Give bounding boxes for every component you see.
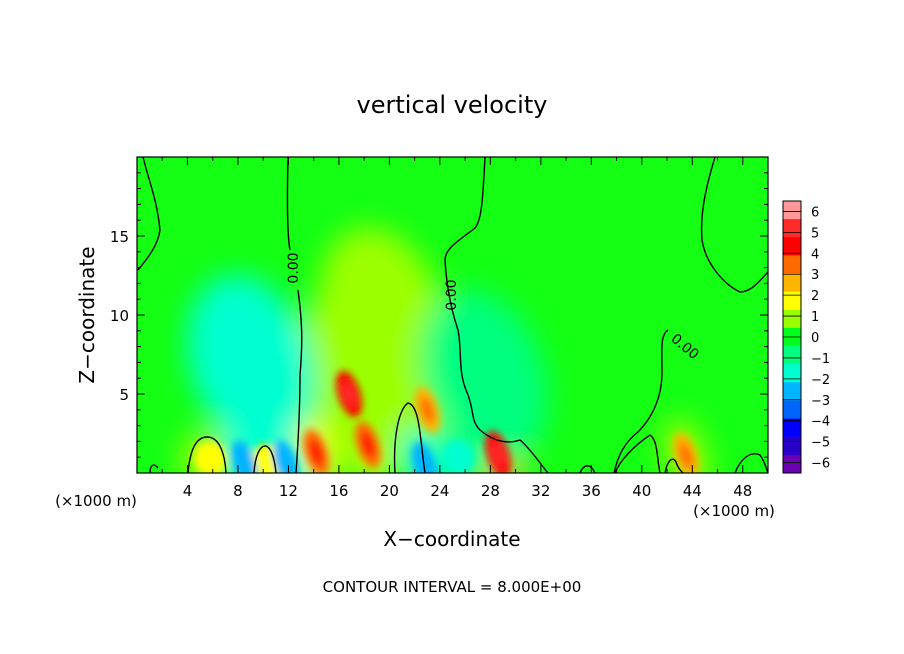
- x-tick-label: 48: [733, 482, 752, 500]
- colorbar-swatch: [783, 454, 801, 474]
- contour-label-2: 0.00: [444, 279, 460, 310]
- y-axis-ticks: 5 10 15: [110, 172, 768, 458]
- field-feature-core: [309, 439, 323, 466]
- colorbar-label: −4: [811, 415, 830, 430]
- field-feature: [231, 440, 258, 473]
- contour-line-e: [187, 436, 227, 473]
- colorbar: 6 5 4 3 2 1 0 −1 −2 −3 −4 −5 −6: [782, 200, 830, 474]
- x-axis-label: X−coordinate: [383, 527, 520, 551]
- colorbar-label: 5: [811, 226, 819, 241]
- x-unit-label-right: (×1000 m): [693, 502, 775, 520]
- colorbar-label: 3: [811, 268, 819, 283]
- contour-line-h: [734, 453, 768, 473]
- contour-label-1: 0.00: [286, 252, 302, 283]
- colorbar-label: −3: [811, 394, 830, 409]
- field-feature: [300, 282, 428, 458]
- contour-line-b: [444, 157, 549, 473]
- colorbar-label: −6: [811, 457, 830, 472]
- field-feature: [442, 439, 476, 473]
- field-feature-core: [491, 441, 505, 467]
- chart-title: vertical velocity: [357, 91, 548, 119]
- colorbar-swatch: [783, 219, 801, 238]
- colorbar-label: 0: [811, 331, 819, 346]
- colorbar-swatch: [783, 382, 801, 401]
- y-axis-label: Z−coordinate: [75, 246, 99, 383]
- field-feature-core: [420, 397, 434, 423]
- colorbar-swatch: [783, 273, 801, 293]
- y-tick-label: 10: [110, 307, 129, 325]
- field-feature: [411, 442, 438, 473]
- colorbar-label: −1: [811, 352, 830, 367]
- contour-interval-note: CONTOUR INTERVAL = 8.000E+00: [323, 578, 582, 596]
- field-feature-core: [361, 431, 375, 458]
- colorbar-swatch: [783, 418, 801, 438]
- colorbar-swatch: [783, 436, 801, 456]
- contour-line-right: [700, 157, 768, 293]
- x-tick-label: 28: [481, 482, 500, 500]
- colorbar-label: 6: [811, 205, 819, 220]
- contour-line-left: [137, 157, 161, 271]
- x-tick-label: 36: [582, 482, 601, 500]
- field-feature: [193, 440, 227, 473]
- x-axis-ticks: 4 8 12 16 20 24 28 32 36 40 44 48: [161, 157, 752, 500]
- colorbar-swatch: [783, 201, 801, 220]
- x-tick-label: 16: [329, 482, 348, 500]
- contour-line-i: [149, 458, 684, 473]
- y-tick-label: 5: [119, 386, 129, 404]
- colorbar-label: 1: [811, 310, 819, 325]
- x-unit-label-left: (×1000 m): [55, 492, 137, 510]
- colorbar-swatch: [783, 237, 801, 256]
- x-tick-label: 8: [233, 482, 243, 500]
- x-tick-label: 40: [632, 482, 651, 500]
- colorbar-label: 2: [811, 289, 819, 304]
- colorbar-swatch: [783, 309, 801, 329]
- field-feature: [273, 440, 299, 473]
- x-tick-label: 32: [531, 482, 550, 500]
- colorbar-swatch: [783, 291, 801, 311]
- x-tick-label: 4: [183, 482, 193, 500]
- colorbar-swatch: [783, 400, 801, 420]
- x-tick-label: 12: [279, 482, 298, 500]
- colorbar-swatch: [783, 364, 801, 383]
- field-feature-core: [342, 381, 356, 407]
- field-feature: [187, 274, 315, 450]
- x-tick-label: 24: [430, 482, 449, 500]
- field-feature: [420, 290, 548, 466]
- x-tick-label: 44: [683, 482, 702, 500]
- contour-line-c: [613, 329, 669, 473]
- contour-line-g: [614, 434, 661, 473]
- colorbar-swatch: [783, 255, 801, 275]
- x-tick-label: 20: [380, 482, 399, 500]
- contour-line-a: [286, 157, 303, 473]
- zero-contours: [137, 157, 768, 473]
- sharp-cores: [193, 370, 699, 473]
- field-feature-core: [679, 442, 693, 469]
- colorbar-label: −2: [811, 373, 830, 388]
- y-tick-label: 15: [110, 228, 129, 246]
- contour-line-d: [393, 402, 426, 473]
- velocity-field: [137, 157, 768, 473]
- colorbar-label: −5: [811, 436, 830, 451]
- colorbar-label: 4: [811, 247, 819, 262]
- contour-line-f: [253, 445, 277, 473]
- colorbar-swatch: [783, 346, 801, 365]
